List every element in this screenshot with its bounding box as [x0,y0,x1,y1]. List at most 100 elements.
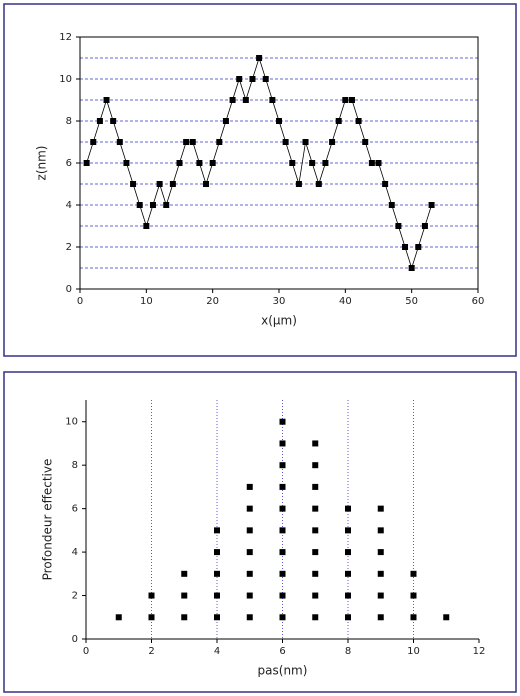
marker [279,549,286,556]
marker [246,570,253,577]
x-tick-label: 60 [472,296,485,307]
marker [345,505,351,512]
marker [410,592,417,599]
marker [408,265,415,271]
marker [368,160,375,166]
marker [176,160,183,166]
marker [262,76,269,82]
x-tick-label: 10 [140,296,153,307]
marker [355,118,362,124]
marker [246,483,253,490]
y-tick-label: 10 [65,417,78,428]
marker [295,181,302,187]
x-tick-label: 2 [148,646,154,657]
y-tick-label: 4 [72,547,78,558]
marker [345,527,351,534]
marker [377,570,384,577]
marker [345,549,351,556]
marker [110,118,117,124]
y-tick-label: 0 [66,284,72,295]
marker [149,202,156,208]
marker [312,462,319,469]
x-tick-label: 12 [473,646,486,657]
marker [279,614,286,621]
marker [246,527,253,534]
x-tick-label: 10 [407,646,420,657]
marker [279,570,286,577]
marker [214,549,220,556]
marker [181,614,188,621]
marker [276,118,282,124]
x-axis-label: x(µm) [261,314,297,328]
marker [163,202,170,208]
marker [443,614,450,621]
marker [246,614,253,621]
marker [345,614,351,621]
marker [242,97,249,103]
marker [123,160,130,166]
marker [216,139,223,145]
marker [148,614,155,621]
marker [181,592,188,599]
marker [312,549,319,556]
marker [335,118,342,124]
marker [143,223,150,229]
marker [246,549,253,556]
marker [342,97,349,103]
marker [312,614,319,621]
marker [309,160,316,166]
marker [83,160,90,166]
marker [377,549,384,556]
marker [410,614,417,621]
marker [196,160,203,166]
marker [315,181,322,187]
marker [362,139,369,145]
marker [377,527,384,534]
marker [322,160,329,166]
marker [312,570,319,577]
marker [312,592,319,599]
marker [136,202,143,208]
y-tick-label: 6 [66,158,72,169]
marker [282,139,289,145]
marker [312,440,319,447]
marker [249,76,256,82]
marker [246,592,253,599]
x-tick-label: 6 [279,646,285,657]
panel-frame [3,3,517,357]
y-axis-label: z(nm) [35,146,49,181]
marker [375,160,382,166]
y-tick-label: 2 [66,242,72,253]
marker [428,202,435,208]
marker [279,592,286,599]
marker [169,181,176,187]
marker [115,614,122,621]
marker [156,181,163,187]
marker [345,570,351,577]
y-tick-label: 4 [66,200,72,211]
y-axis-label: Profondeur effective [41,459,55,581]
marker [96,118,103,124]
y-tick-label: 8 [66,116,72,127]
marker [90,139,97,145]
marker [410,570,417,577]
x-tick-label: 20 [206,296,219,307]
marker [402,244,409,250]
marker [382,181,389,187]
marker [203,181,210,187]
panel-frame [3,371,517,693]
marker [279,505,286,512]
marker [279,418,286,425]
marker [269,97,276,103]
marker [209,160,216,166]
x-tick-label: 0 [83,646,89,657]
marker [377,614,384,621]
marker [189,139,196,145]
marker [256,55,263,61]
marker [214,614,220,621]
x-tick-label: 50 [405,296,418,307]
marker [279,462,286,469]
marker [214,570,220,577]
marker [222,118,229,124]
